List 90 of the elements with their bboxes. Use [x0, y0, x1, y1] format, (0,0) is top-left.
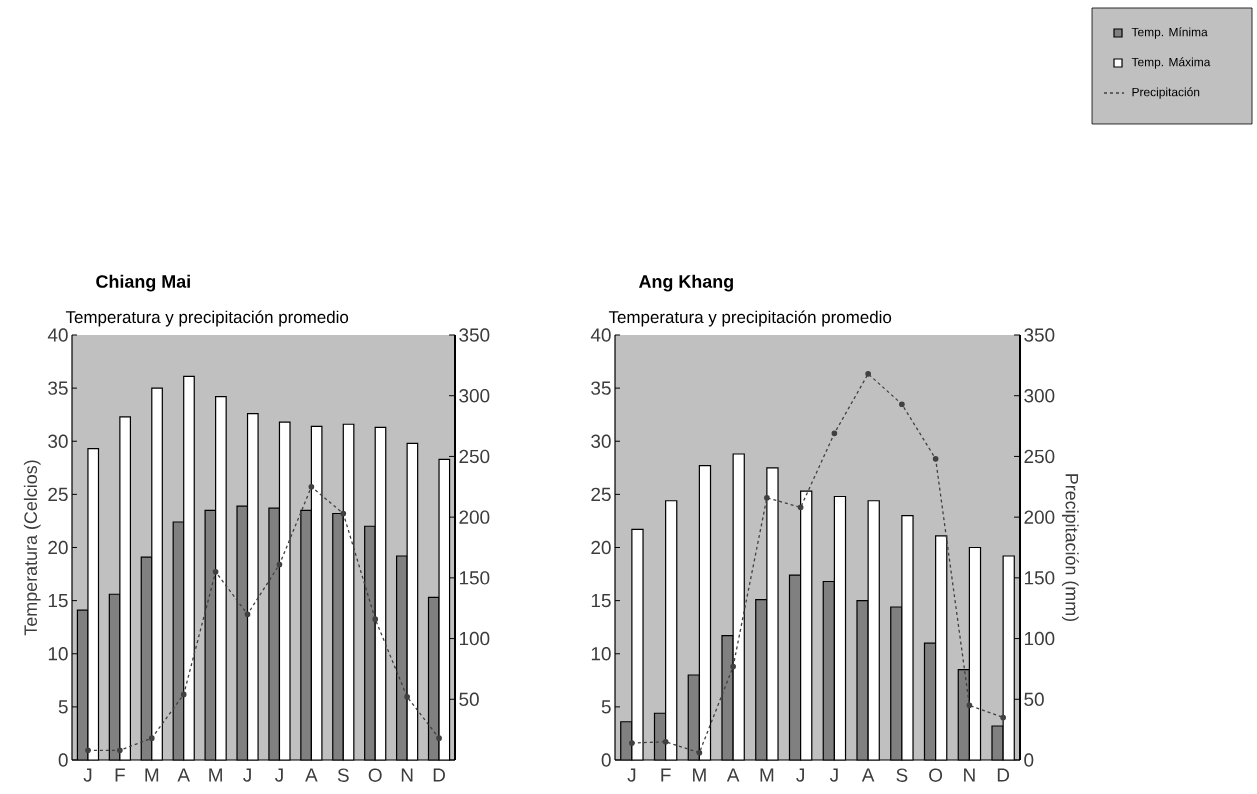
x-tick-label: M: [693, 768, 706, 782]
y2-tick-label: 150: [459, 571, 490, 585]
point: [764, 494, 770, 501]
x-tick-label: S: [337, 768, 349, 782]
x-tick-label: A: [177, 768, 190, 782]
y-tick-label: 15: [48, 594, 68, 608]
point: [244, 611, 251, 618]
y2-tick-label: 50: [459, 692, 479, 706]
y-tick-label: 30: [591, 434, 611, 448]
y-tick-label: 35: [591, 381, 611, 395]
point: [404, 694, 410, 700]
y-tick-label: 0: [58, 753, 68, 767]
y-tick-label: 5: [601, 700, 611, 714]
point: [117, 747, 123, 754]
x-tick-label: S: [896, 768, 908, 782]
y2-tick-label: 200: [459, 510, 490, 524]
point: [797, 504, 804, 511]
y2-tick-label: 300: [459, 389, 490, 403]
y2-axis-title: Precipitación (mm): [1061, 474, 1079, 622]
x-tick-label: F: [661, 768, 671, 782]
y-tick-label: 30: [48, 434, 68, 448]
y-tick-label: 40: [47, 328, 68, 342]
point: [148, 735, 155, 741]
x-tick-label: M: [145, 768, 159, 782]
point: [899, 401, 905, 408]
y2-tick-label: 300: [1024, 389, 1055, 403]
point: [696, 749, 703, 756]
x-tick-label: J: [243, 768, 251, 782]
y2-tick-label: 150: [1024, 571, 1055, 585]
y-tick-label: 15: [591, 594, 611, 608]
x-tick-label: N: [964, 768, 975, 782]
x-tick-label: M: [760, 768, 774, 782]
y-tick-label: 5: [58, 700, 68, 714]
y-tick-label: 35: [48, 381, 68, 395]
point: [308, 483, 315, 490]
point: [831, 430, 838, 437]
y-tick-label: 0: [601, 753, 611, 767]
chart-subtitle: Temperatura y precipitación promedio: [65, 310, 349, 327]
x-tick-label: A: [726, 768, 740, 782]
y2-tick-label: 350: [1024, 328, 1055, 342]
point: [932, 456, 939, 462]
x-tick-label: A: [305, 768, 318, 782]
y-axis-title: Temperatura (Celcios): [23, 460, 41, 636]
y-tick-label: 25: [48, 487, 68, 502]
legend-label: Temp. Máxima: [1131, 57, 1211, 69]
x-tick-label: N: [401, 768, 413, 782]
point: [730, 663, 736, 670]
x-tick-label: J: [796, 768, 804, 782]
y2-tick-label: 250: [459, 449, 490, 464]
x-tick-label: D: [433, 768, 445, 782]
x-tick-label: J: [829, 768, 838, 782]
x-tick-label: J: [83, 768, 92, 782]
y-tick-label: 20: [48, 540, 68, 555]
x-tick-label: O: [929, 768, 943, 782]
chart-subtitle: Temperatura y precipitación promedio: [608, 310, 892, 327]
legend-label: Precipitación: [1132, 87, 1200, 99]
point: [372, 616, 379, 622]
x-tick-label: D: [997, 768, 1010, 782]
point: [662, 738, 669, 745]
y-tick-label: 40: [590, 328, 611, 342]
y-tick-label: 10: [591, 647, 611, 661]
y-tick-label: 20: [591, 540, 611, 555]
legend-label: Temp. Mínima: [1131, 27, 1208, 39]
point: [1000, 714, 1006, 721]
point: [340, 510, 347, 517]
point: [180, 691, 187, 698]
y2-tick-label: 250: [1024, 449, 1055, 464]
x-tick-label: M: [209, 768, 222, 782]
chart-title: Chiang Mai: [96, 274, 190, 292]
y2-tick-label: 50: [1024, 692, 1044, 706]
y-tick-label: 25: [591, 487, 611, 502]
y2-tick-label: 350: [459, 328, 490, 342]
point: [276, 561, 283, 568]
y2-tick-label: 100: [459, 631, 490, 646]
x-tick-label: A: [861, 768, 875, 782]
y2-tick-label: 0: [1024, 753, 1034, 767]
point: [865, 371, 871, 377]
point: [966, 702, 973, 709]
x-tick-label: J: [275, 768, 283, 782]
point: [629, 740, 635, 746]
x-tick-label: J: [627, 768, 636, 782]
point: [85, 747, 91, 754]
point: [436, 735, 442, 741]
x-tick-label: O: [368, 768, 382, 782]
x-tick-label: F: [115, 768, 125, 782]
y2-tick-label: 200: [1024, 510, 1055, 524]
chart-title: Ang Khang: [638, 274, 733, 292]
point: [212, 568, 219, 575]
y2-tick-label: 100: [1024, 631, 1055, 646]
y-tick-label: 10: [48, 647, 68, 661]
